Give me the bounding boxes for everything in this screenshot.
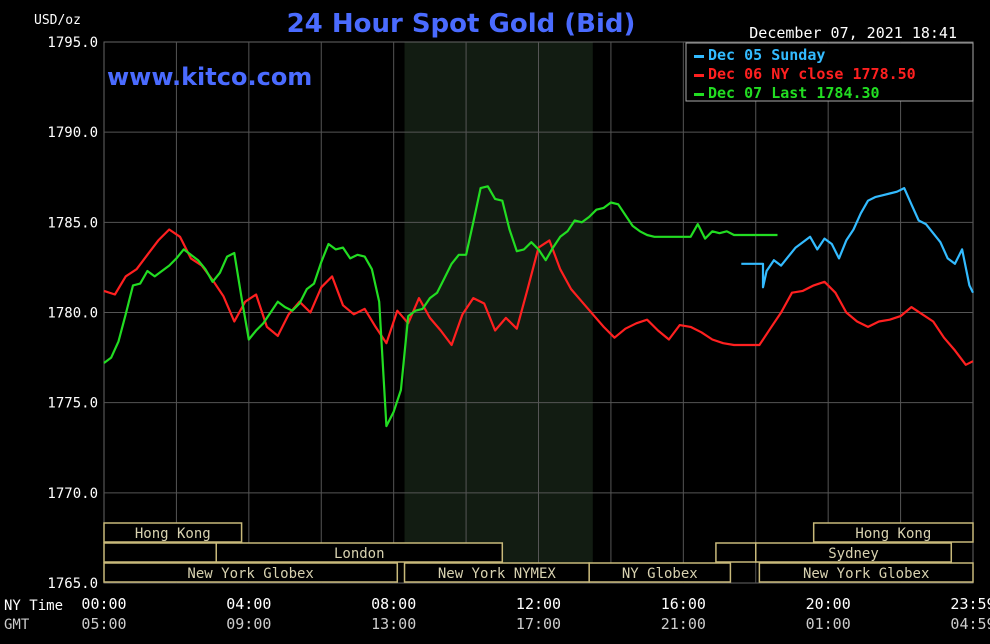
y-tick-label: 1790.0 [47,125,98,141]
session-bar [103,542,217,563]
y-tick-label: 1795.0 [47,35,98,51]
x-tick-labels: 00:00 05:00 04:00 09:00 08:00 13:00 12:00 17:00… [81,595,990,633]
y-tick-label: 1780.0 [47,306,98,322]
legend-entry: Dec 05 Sunday [708,46,825,64]
y-tick-label: 1775.0 [47,396,98,412]
legend-swatch [694,74,704,77]
legend-swatch [694,93,704,96]
session-label: New York Globex [803,566,929,582]
session-bar [755,542,953,563]
session-bar [715,542,757,563]
series-line [103,185,778,428]
session-label: New York NYMEX [438,566,557,582]
session-label: New York Globex [187,566,313,582]
x-tick-label-gmt: 13:00 [371,615,416,633]
session-bar [103,522,243,543]
x-tick-label-gmt: 05:00 [81,615,126,633]
x-tick-label-ny: 08:00 [371,595,416,613]
series-line [103,228,974,366]
x-tick-label-ny: 16:00 [661,595,706,613]
website-label: www.kitco.com [107,63,312,91]
timestamp: December 07, 2021 18:41 [749,24,957,42]
x-tick-label-gmt: 21:00 [661,615,706,633]
price-series-lines [103,185,974,428]
market-session-bars: Hong Kong Hong Kong London Sydney New York G… [103,522,974,583]
session-bar [215,542,504,563]
y-tick-label: 1785.0 [47,215,98,231]
gmt-label: GMT [4,617,30,633]
ny-time-label: NY Time [4,598,63,614]
session-bar [103,562,399,583]
session-bar [812,522,974,543]
series-line [741,187,974,294]
legend-box [685,42,974,102]
session-label: NY Globex [622,566,698,582]
x-tick-label-ny: 00:00 [81,595,126,613]
legend-entry: Dec 06 NY close 1778.50 [708,65,916,83]
session-bar [758,562,974,583]
x-tick-label-gmt: 17:00 [516,615,561,633]
session-label: Sydney [828,546,879,562]
x-tick-label-ny: 20:00 [806,595,851,613]
x-tick-label-gmt: 04:59 [950,615,990,633]
legend-swatch [694,55,704,58]
session-bar [588,562,732,583]
y-tick-labels: 1765.0 1770.0 1775.0 1780.0 1785.0 1790.0 1795… [47,35,98,592]
legend-entry: Dec 07 Last 1784.30 [708,84,880,102]
x-tick-label-ny: 23:59 [950,595,990,613]
session-label: Hong Kong [855,526,931,542]
x-tick-label-ny: 12:00 [516,595,561,613]
x-tick-label-gmt: 09:00 [226,615,271,633]
unit-label: USD/oz [34,13,81,28]
chart-title: 24 Hour Spot Gold (Bid) [287,9,636,39]
y-tick-label: 1770.0 [47,486,98,502]
session-label: London [334,546,385,562]
session-label: Hong Kong [135,526,211,542]
chart-grid [103,41,974,584]
y-tick-label: 1765.0 [47,576,98,592]
x-tick-label-ny: 04:00 [226,595,271,613]
x-tick-label-gmt: 01:00 [806,615,851,633]
